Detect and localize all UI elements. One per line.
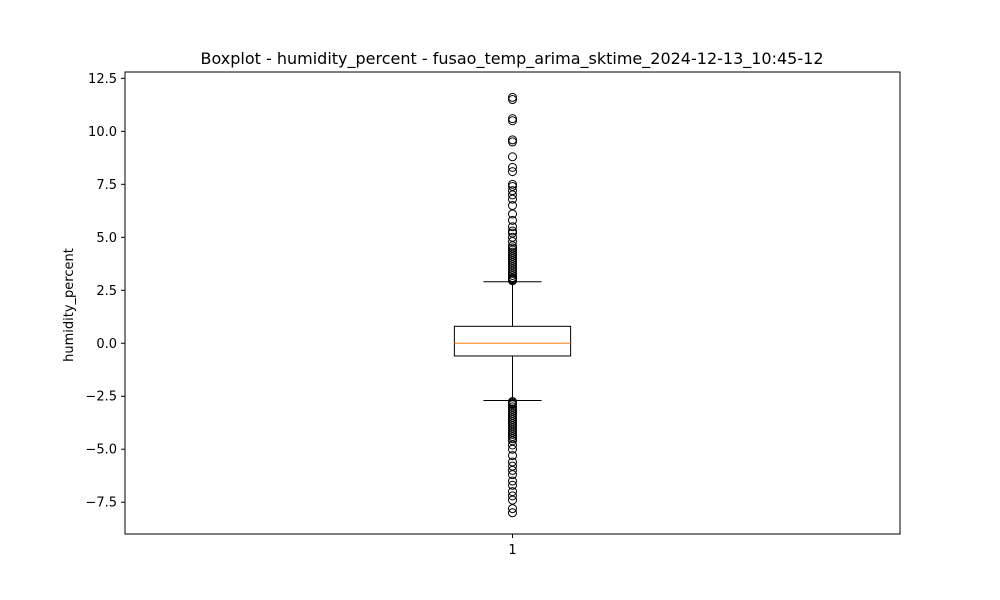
y-tick-label: −2.5 bbox=[85, 390, 117, 405]
y-tick-label: −5.0 bbox=[85, 443, 117, 458]
outlier-point bbox=[508, 222, 517, 232]
y-tick-label: 2.5 bbox=[96, 284, 117, 299]
y-tick-label: 12.5 bbox=[88, 72, 117, 87]
outlier-point bbox=[508, 429, 517, 439]
outlier-point bbox=[508, 444, 517, 454]
boxplot-marks bbox=[453, 92, 572, 518]
outlier-point bbox=[508, 440, 517, 450]
outlier-point bbox=[508, 92, 517, 102]
outlier-point bbox=[508, 137, 517, 147]
outlier-point bbox=[508, 215, 517, 225]
outlier-point bbox=[508, 181, 517, 191]
outlier-point bbox=[508, 167, 517, 177]
y-tick-label: 7.5 bbox=[96, 178, 117, 193]
y-tick-label: 0.0 bbox=[96, 337, 117, 352]
outlier-point bbox=[508, 95, 517, 105]
outlier-point bbox=[508, 135, 517, 145]
outlier-point bbox=[508, 162, 517, 172]
outlier-point bbox=[508, 470, 517, 480]
outlier-point bbox=[508, 504, 517, 514]
outlier-point bbox=[508, 116, 517, 126]
box-iqr bbox=[453, 325, 572, 357]
x-axis: 1 bbox=[508, 534, 517, 558]
outlier-point bbox=[508, 114, 517, 124]
outlier-point bbox=[508, 226, 517, 236]
outlier-point bbox=[508, 243, 517, 253]
y-tick-label: 5.0 bbox=[96, 231, 117, 246]
y-tick-label: −7.5 bbox=[85, 496, 117, 511]
outlier-point bbox=[508, 451, 517, 461]
outlier-point bbox=[508, 186, 517, 196]
outlier-point bbox=[508, 465, 517, 475]
y-tick-label: 10.0 bbox=[88, 125, 117, 140]
y-axis: 12.5 10.0 7.5 5.0 2.5 0.0 −2.5 −5.0 −7.5 bbox=[85, 72, 125, 511]
chart-title: Boxplot - humidity_percent - fusao_temp_… bbox=[201, 49, 824, 69]
outlier-point bbox=[508, 201, 517, 211]
outlier-point bbox=[508, 480, 517, 490]
y-axis-label: humidity_percent bbox=[62, 248, 77, 362]
outlier-point bbox=[508, 476, 517, 486]
x-tick-label: 1 bbox=[508, 543, 516, 558]
outlier-point bbox=[508, 228, 517, 238]
outlier-point bbox=[508, 247, 517, 257]
outlier-point bbox=[508, 434, 517, 444]
outlier-point bbox=[508, 508, 517, 518]
outlier-point bbox=[508, 179, 517, 189]
outlier-point bbox=[508, 152, 517, 162]
outlier-point bbox=[508, 491, 517, 501]
outlier-point bbox=[508, 232, 517, 242]
